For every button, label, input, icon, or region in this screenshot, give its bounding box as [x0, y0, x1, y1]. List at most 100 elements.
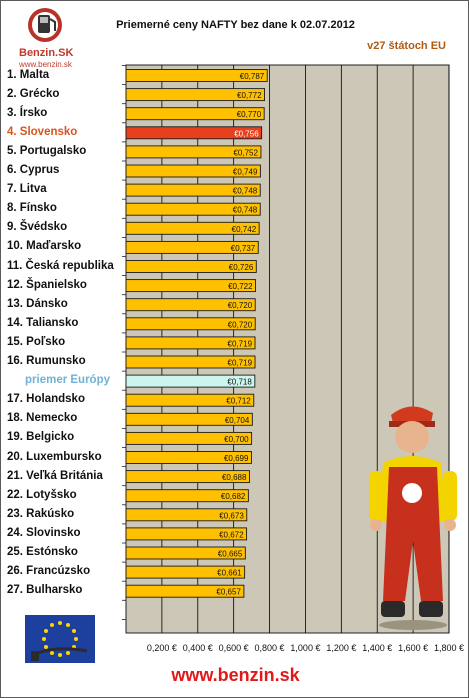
category-label: 25. Estónsko: [7, 546, 78, 558]
x-tick-label: 0,200 €: [147, 643, 177, 653]
logo-brand-text: Benzin.SK: [19, 47, 74, 59]
bar: [125, 317, 256, 331]
bar: [125, 183, 261, 197]
fuel-pump-icon: [28, 8, 62, 42]
category-label: 9. Švédsko: [7, 221, 68, 234]
data-label: €0,665: [218, 550, 243, 559]
data-label: €0,749: [233, 168, 258, 177]
category-label: 13. Dánsko: [7, 297, 68, 310]
bar: [125, 88, 265, 102]
category-label: 24. Slovinsko: [7, 526, 81, 539]
bar: [125, 489, 249, 503]
bar: [125, 584, 245, 598]
bar: [125, 260, 257, 273]
bar: [125, 412, 253, 426]
category-label: priemer Európy: [25, 374, 110, 387]
bar: [125, 279, 257, 293]
x-tick-label: 1,400 €: [362, 643, 392, 653]
data-label: €0,699: [224, 454, 249, 463]
category-label: 7. Litva: [7, 183, 47, 196]
bar: [125, 107, 265, 121]
bar: [125, 355, 256, 369]
data-label: €0,700: [224, 435, 249, 444]
eu-flag-icon: [25, 615, 95, 663]
bar: [125, 565, 246, 579]
category-label: 6. Cyprus: [7, 164, 60, 176]
bar: [125, 336, 256, 350]
bar: [125, 240, 259, 254]
category-label: 22. Lotyšsko: [7, 488, 77, 501]
data-label: €0,752: [233, 148, 258, 157]
bar: [125, 145, 262, 159]
x-tick-label: 1,800 €: [434, 643, 464, 653]
bar: [125, 470, 250, 484]
logo-url-text: www.benzin.sk: [19, 60, 72, 69]
footer-url[interactable]: www.benzin.sk: [171, 665, 300, 685]
category-label: 2. Grécko: [7, 87, 60, 100]
x-tick-label: 1,000 €: [290, 643, 320, 653]
bar: [125, 221, 260, 235]
bar: [125, 202, 261, 216]
data-label: €0,726: [229, 263, 254, 272]
category-label: 11. Česká republika: [7, 259, 114, 272]
data-label: €0,748: [233, 187, 258, 196]
data-label: €0,748: [233, 206, 258, 215]
category-label: 3. Írsko: [7, 106, 48, 119]
mascot-figure: [361, 401, 468, 636]
bar: [125, 508, 248, 522]
category-label: 5. Portugalsko: [7, 144, 87, 157]
bar: [125, 393, 255, 407]
category-label: 19. Belgicko: [7, 431, 75, 444]
category-label: 4. Slovensko: [7, 125, 78, 138]
category-label: 17. Holandsko: [7, 393, 85, 406]
data-label: €0,737: [231, 244, 256, 253]
data-label: €0,756: [234, 129, 259, 138]
data-label: €0,719: [228, 339, 253, 348]
data-label: €0,770: [237, 110, 262, 119]
category-label: 26. Francúzsko: [7, 565, 91, 578]
x-tick-label: 1,200 €: [326, 643, 356, 653]
x-tick-label: 0,600 €: [219, 643, 249, 653]
data-label: €0,688: [222, 473, 247, 482]
bar: [125, 164, 261, 178]
x-tick-label: 0,400 €: [183, 643, 213, 653]
category-label: 8. Fínsko: [7, 202, 57, 215]
data-label: €0,772: [237, 91, 262, 100]
category-label: 21. Veľká Británia: [7, 469, 103, 482]
bar: [125, 69, 268, 82]
chart-title: Priemerné ceny NAFTY bez dane k 02.07.20…: [116, 19, 355, 31]
eu-flag-image: [25, 615, 95, 668]
data-label: €0,661: [217, 569, 242, 578]
category-label: 27. Bulharsko: [7, 584, 83, 597]
bar: [125, 126, 263, 140]
category-label: 10. Maďarsko: [7, 240, 82, 253]
category-label: 18. Nemecko: [7, 412, 78, 425]
category-label: 1. Malta: [7, 68, 50, 81]
category-label: 14. Taliansko: [7, 316, 79, 329]
data-label: €0,718: [227, 378, 252, 387]
category-label: 16. Rumunsko: [7, 355, 86, 367]
data-label: €0,722: [228, 282, 253, 291]
data-label: €0,787: [240, 72, 265, 81]
bar: [125, 298, 256, 312]
bar: [125, 546, 246, 560]
data-label: €0,673: [219, 511, 244, 520]
chart-subtitle: v27 štátoch EU: [367, 40, 446, 52]
x-tick-label: 0,800 €: [255, 643, 285, 653]
data-label: €0,704: [225, 416, 250, 425]
benzin-logo[interactable]: Benzin.SK www.benzin.sk: [5, 5, 87, 69]
bar: [125, 431, 253, 445]
data-label: €0,682: [221, 492, 246, 501]
category-label: 23. Rakúsko: [7, 507, 75, 520]
data-label: €0,742: [232, 225, 257, 234]
data-label: €0,720: [228, 301, 253, 310]
data-label: €0,657: [216, 588, 241, 597]
data-label: €0,719: [228, 359, 253, 368]
data-label: €0,720: [228, 320, 253, 329]
mascot-illustration: [369, 406, 457, 630]
data-label: €0,672: [219, 530, 244, 539]
bar: [125, 451, 252, 464]
category-label: 20. Luxembursko: [7, 450, 102, 463]
data-label: €0,712: [226, 397, 251, 406]
